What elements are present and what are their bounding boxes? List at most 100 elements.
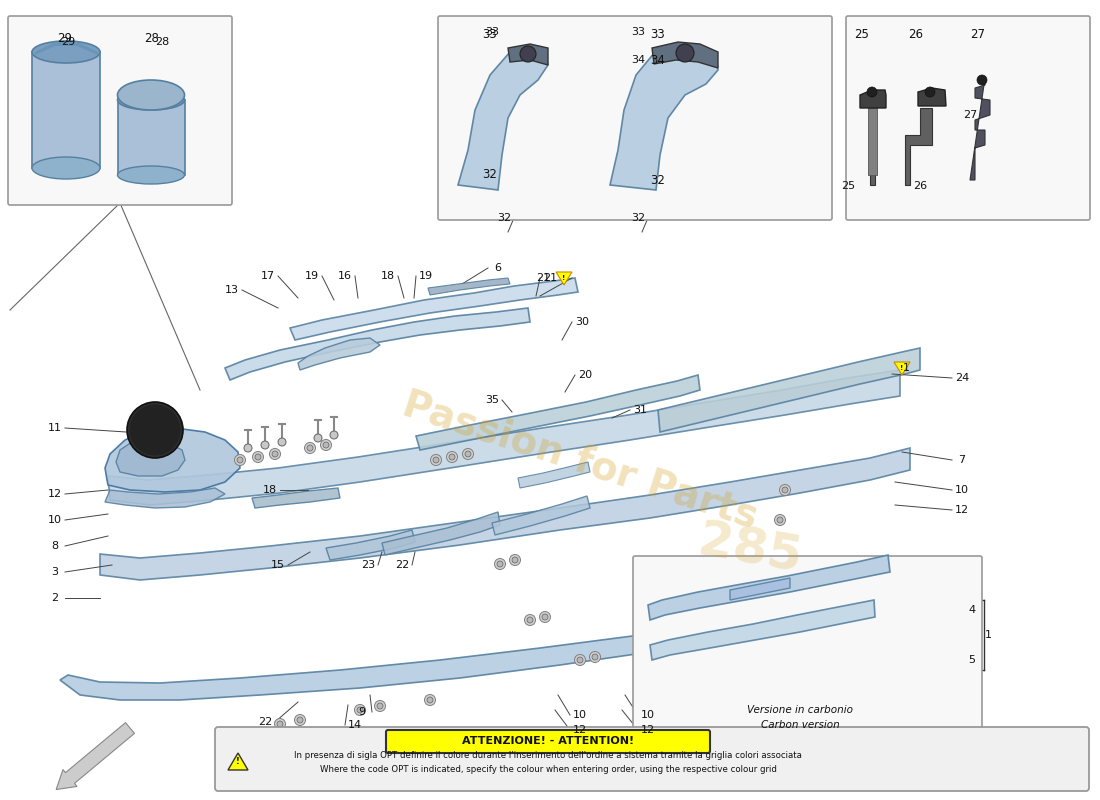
Text: 32: 32 <box>631 213 645 223</box>
Polygon shape <box>228 753 248 770</box>
FancyBboxPatch shape <box>8 16 232 205</box>
Circle shape <box>430 454 441 466</box>
Text: 17: 17 <box>261 271 275 281</box>
Polygon shape <box>508 44 548 65</box>
Circle shape <box>542 614 548 620</box>
Circle shape <box>867 87 877 97</box>
Text: 25: 25 <box>840 181 855 191</box>
Ellipse shape <box>118 90 185 110</box>
Ellipse shape <box>118 80 185 110</box>
Polygon shape <box>290 278 578 340</box>
Circle shape <box>261 441 270 449</box>
Text: 22: 22 <box>257 717 272 727</box>
Circle shape <box>509 554 520 566</box>
Text: 27: 27 <box>970 29 986 42</box>
Circle shape <box>520 46 536 62</box>
Circle shape <box>377 703 383 709</box>
Polygon shape <box>458 48 548 190</box>
Text: 22: 22 <box>395 560 409 570</box>
Polygon shape <box>100 448 910 580</box>
Circle shape <box>236 457 243 463</box>
Polygon shape <box>60 590 900 700</box>
Text: 27: 27 <box>962 110 977 120</box>
Polygon shape <box>416 375 700 450</box>
Circle shape <box>277 721 283 727</box>
Text: !: ! <box>562 275 565 281</box>
Text: 32: 32 <box>483 169 497 182</box>
Circle shape <box>590 651 601 662</box>
Text: 9: 9 <box>359 707 365 717</box>
Polygon shape <box>556 272 572 285</box>
Text: 2: 2 <box>52 593 58 603</box>
Text: ATTENZIONE! - ATTENTION!: ATTENZIONE! - ATTENTION! <box>462 736 634 746</box>
Circle shape <box>374 701 385 711</box>
Text: 285: 285 <box>694 518 805 582</box>
Circle shape <box>539 611 550 622</box>
Polygon shape <box>428 278 510 295</box>
Text: 29: 29 <box>60 37 75 47</box>
Polygon shape <box>104 428 240 492</box>
Circle shape <box>447 451 458 462</box>
Polygon shape <box>104 488 226 508</box>
Text: 10: 10 <box>641 710 654 720</box>
Text: 30: 30 <box>575 317 589 327</box>
Text: 1: 1 <box>984 630 991 640</box>
Text: 3: 3 <box>52 567 58 577</box>
Polygon shape <box>35 42 98 55</box>
Text: 28: 28 <box>155 37 169 47</box>
Polygon shape <box>652 42 718 68</box>
Text: 32: 32 <box>497 213 512 223</box>
Text: !: ! <box>236 758 240 766</box>
Text: 34: 34 <box>631 55 645 65</box>
Text: 19: 19 <box>305 271 319 281</box>
Circle shape <box>676 44 694 62</box>
Circle shape <box>255 454 261 460</box>
Circle shape <box>323 442 329 448</box>
Text: Passion for Parts: Passion for Parts <box>397 385 762 535</box>
Ellipse shape <box>118 166 185 184</box>
Circle shape <box>433 457 439 463</box>
Polygon shape <box>970 78 990 180</box>
Circle shape <box>780 485 791 495</box>
Text: 20: 20 <box>578 370 592 380</box>
Text: 19: 19 <box>419 271 433 281</box>
Text: 12: 12 <box>48 489 62 499</box>
Polygon shape <box>326 530 415 560</box>
Polygon shape <box>226 308 530 380</box>
Text: 10: 10 <box>955 485 969 495</box>
FancyBboxPatch shape <box>386 730 710 753</box>
Circle shape <box>253 451 264 462</box>
Polygon shape <box>382 512 500 555</box>
Circle shape <box>497 561 503 567</box>
Circle shape <box>295 714 306 726</box>
Polygon shape <box>894 362 910 375</box>
Text: 10: 10 <box>573 710 587 720</box>
Text: 8: 8 <box>52 541 58 551</box>
Circle shape <box>427 697 433 703</box>
Circle shape <box>305 442 316 454</box>
Polygon shape <box>650 600 875 660</box>
Text: 31: 31 <box>632 405 647 415</box>
Polygon shape <box>32 52 100 168</box>
Text: 33: 33 <box>650 29 666 42</box>
Text: 4: 4 <box>968 605 976 615</box>
Text: 33: 33 <box>483 29 497 42</box>
Text: 15: 15 <box>271 560 285 570</box>
Text: 32: 32 <box>650 174 666 186</box>
Polygon shape <box>905 108 932 185</box>
Polygon shape <box>658 348 920 432</box>
Circle shape <box>126 402 183 458</box>
Circle shape <box>574 654 585 666</box>
Text: 25: 25 <box>855 29 869 42</box>
Circle shape <box>449 454 455 460</box>
Text: 34: 34 <box>650 54 666 66</box>
Text: 6: 6 <box>495 263 502 273</box>
Polygon shape <box>298 338 380 370</box>
Circle shape <box>314 434 322 442</box>
FancyArrow shape <box>56 722 134 790</box>
FancyBboxPatch shape <box>214 727 1089 791</box>
Text: 33: 33 <box>485 27 499 37</box>
Text: 21: 21 <box>543 273 557 283</box>
Text: 10: 10 <box>48 515 62 525</box>
Polygon shape <box>118 100 185 175</box>
